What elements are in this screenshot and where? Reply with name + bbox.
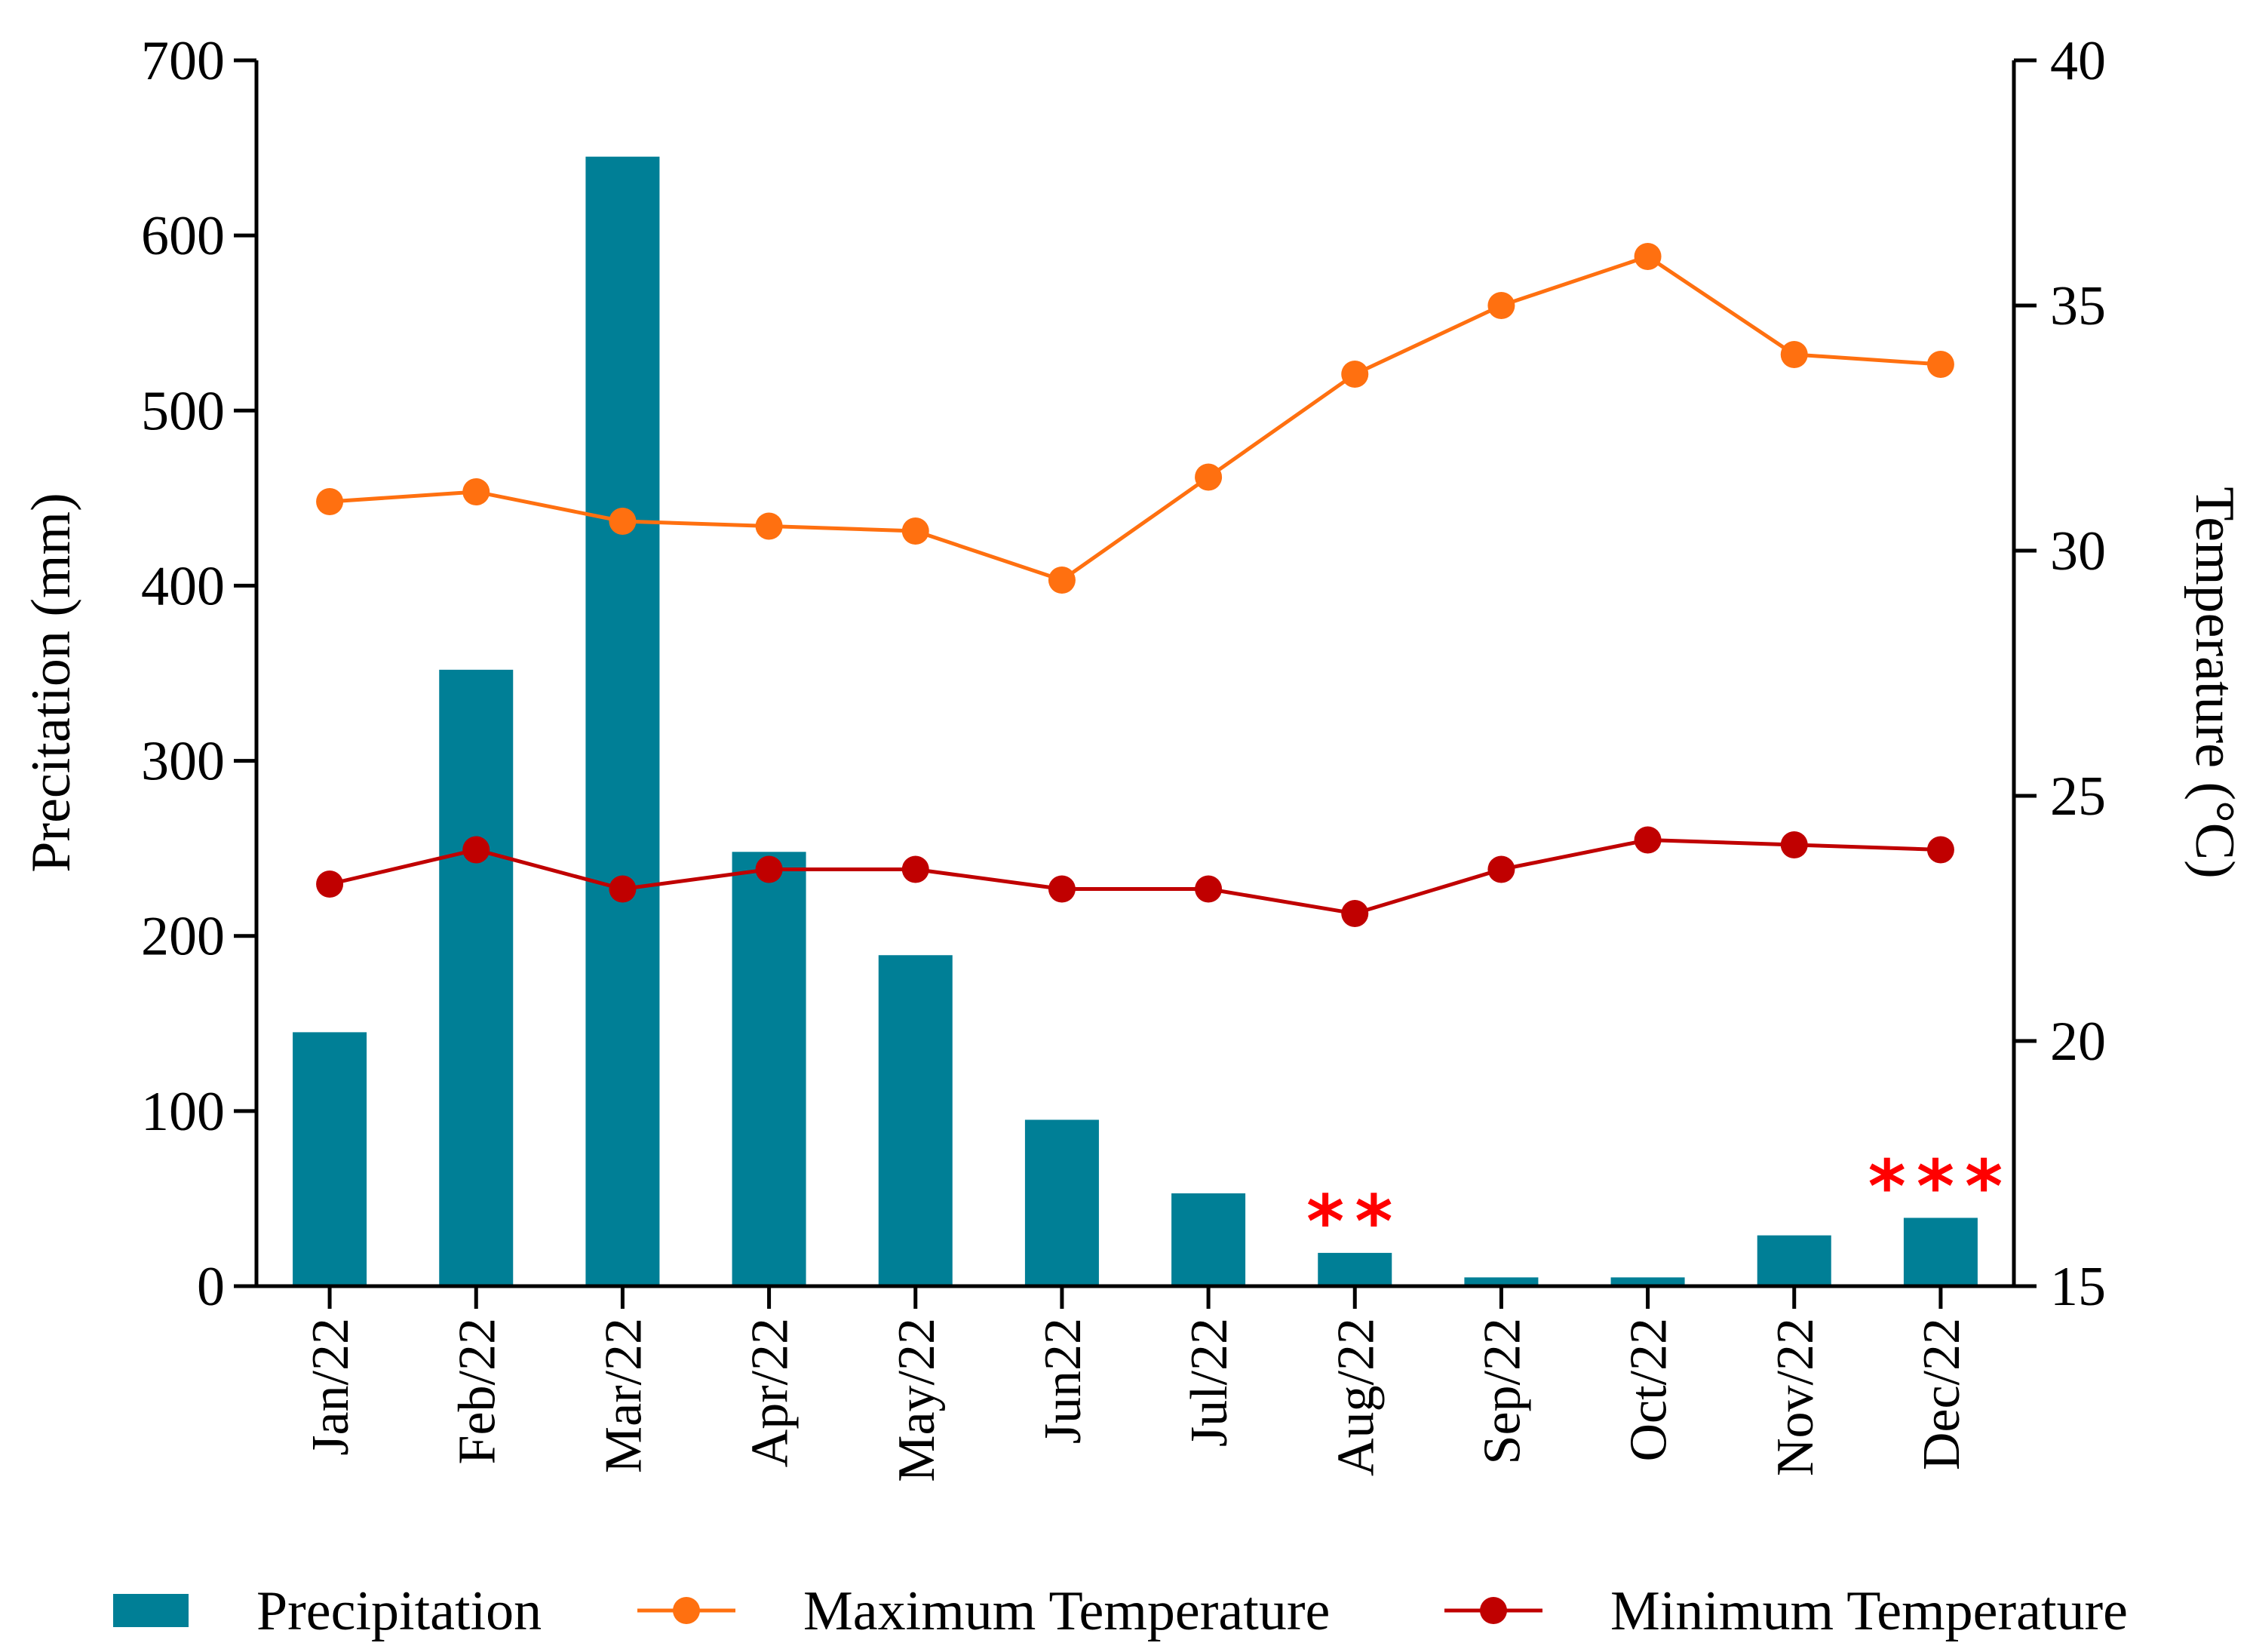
maximum-temperature-line <box>329 254 1941 582</box>
x-tick-label-10: Nov/22 <box>1766 1318 1825 1476</box>
left-tick-label-500: 500 <box>141 380 225 442</box>
x-tick-label-6: Jul/22 <box>1180 1318 1239 1447</box>
minimum-temperature-point-9 <box>1634 826 1662 854</box>
precipitation-bar-6 <box>1171 1193 1246 1286</box>
maximum-temperature-point-9 <box>1634 243 1662 270</box>
x-tick-label-4: May/22 <box>888 1318 946 1482</box>
legend-marker-maximum-temperature <box>673 1597 700 1624</box>
legend-label-minimum-temperature: Minimum Temperature <box>1610 1580 2128 1642</box>
maximum-temperature-point-0 <box>316 488 344 515</box>
precipitation-bar-2 <box>585 156 660 1286</box>
precipitation-bar-0 <box>293 1032 367 1286</box>
x-tick-label-9: Oct/22 <box>1620 1318 1678 1462</box>
x-tick-label-8: Sep/22 <box>1473 1318 1531 1464</box>
minimum-temperature-point-1 <box>462 836 490 864</box>
maximum-temperature-point-1 <box>462 478 490 505</box>
annotation-0: ** <box>1306 1180 1403 1264</box>
minimum-temperature-point-6 <box>1195 875 1223 903</box>
right-tick-label-30: 30 <box>2050 520 2106 582</box>
precipitation-bar-1 <box>439 669 514 1286</box>
precipitation-bar-11 <box>1903 1218 1978 1286</box>
maximum-temperature-point-11 <box>1926 351 1954 378</box>
legend-label-maximum-temperature: Maximum Temperature <box>803 1580 1330 1642</box>
legend-swatch-precipitation <box>113 1594 189 1627</box>
minimum-temperature-point-2 <box>609 875 637 903</box>
left-tick-label-100: 100 <box>141 1081 225 1143</box>
right-tick-label-15: 15 <box>2050 1256 2106 1318</box>
minimum-temperature-point-10 <box>1780 831 1808 858</box>
maximum-temperature-point-4 <box>901 517 929 545</box>
x-tick-label-3: Apr/22 <box>741 1318 800 1467</box>
right-tick-label-20: 20 <box>2050 1011 2106 1073</box>
maximum-temperature-point-7 <box>1341 361 1369 388</box>
axes: 0 100 200 300 400 500 600 700 15 20 25 30 35 40 Jan/22… <box>141 30 2106 1482</box>
right-axis-title: Temperature (°C) <box>2184 487 2245 879</box>
right-tick-label-35: 35 <box>2050 275 2106 337</box>
minimum-temperature-point-4 <box>901 855 929 883</box>
precipitation-bar-10 <box>1757 1235 1831 1286</box>
maximum-temperature-point-6 <box>1195 463 1223 491</box>
maximum-temperature-point-10 <box>1780 341 1808 368</box>
maximum-temperature-point-3 <box>755 512 783 540</box>
minimum-temperature-point-11 <box>1926 836 1954 864</box>
legend-marker-minimum-temperature <box>1480 1597 1507 1624</box>
left-tick-label-700: 700 <box>141 30 225 92</box>
minimum-temperature-line <box>329 838 1941 916</box>
precipitation-bar-4 <box>878 955 953 1286</box>
left-axis-title: Precitation (mm) <box>20 493 82 872</box>
legend-label-precipitation: Precipitation <box>256 1580 542 1642</box>
left-tick-label-200: 200 <box>141 906 225 968</box>
precipitation-bar-8 <box>1464 1277 1539 1286</box>
x-tick-label-7: Aug/22 <box>1327 1318 1385 1476</box>
minimum-temperature-point-3 <box>755 855 783 883</box>
left-tick-label-300: 300 <box>141 731 225 793</box>
left-tick-label-400: 400 <box>141 555 225 617</box>
precipitation-bar-3 <box>732 852 806 1286</box>
precipitation-bar-5 <box>1024 1119 1099 1286</box>
maximum-temperature-point-2 <box>609 508 637 535</box>
legend: Precipitation Maximum Temperature Minimum … <box>113 1580 2128 1642</box>
right-tick-label-25: 25 <box>2050 766 2106 828</box>
x-tick-label-0: Jan/22 <box>302 1318 360 1456</box>
precipitation-bar-7 <box>1318 1252 1392 1286</box>
maximum-temperature-point-8 <box>1487 292 1515 319</box>
x-tick-label-11: Dec/22 <box>1913 1318 1971 1470</box>
maximum-temperature-point-5 <box>1048 567 1076 594</box>
temperature-lines <box>316 243 1954 927</box>
x-tick-label-1: Feb/22 <box>448 1318 506 1464</box>
x-tick-label-5: Jun22 <box>1034 1318 1092 1444</box>
minimum-temperature-point-0 <box>316 871 344 898</box>
right-tick-label-40: 40 <box>2050 30 2106 92</box>
minimum-temperature-point-7 <box>1341 900 1369 927</box>
x-tick-label-2: Mar/22 <box>594 1318 652 1473</box>
minimum-temperature-point-8 <box>1487 855 1515 883</box>
left-tick-label-0: 0 <box>197 1256 225 1318</box>
minimum-temperature-point-5 <box>1048 875 1076 903</box>
precipitation-bar-9 <box>1610 1277 1685 1286</box>
annotation-1: *** <box>1868 1144 2014 1229</box>
annotations: ** *** <box>1306 1144 2014 1264</box>
precipitation-bars <box>293 156 1978 1286</box>
left-tick-label-600: 600 <box>141 205 225 267</box>
